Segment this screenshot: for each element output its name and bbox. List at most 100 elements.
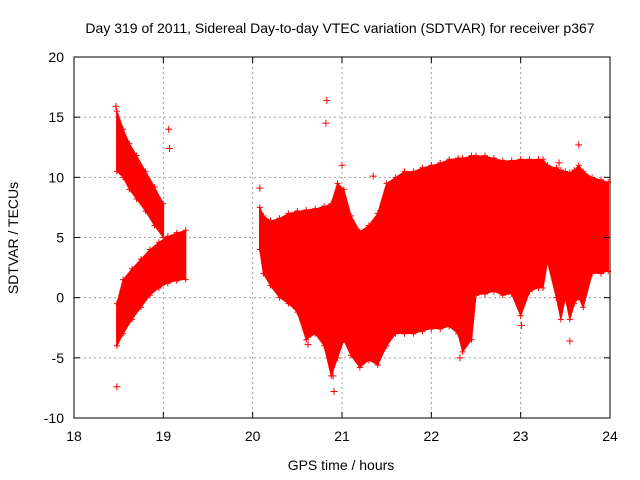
data-point bbox=[553, 294, 560, 301]
data-point bbox=[182, 276, 189, 283]
data-point bbox=[182, 227, 189, 234]
data-point bbox=[459, 348, 466, 355]
data-point bbox=[113, 300, 120, 307]
data-point bbox=[112, 102, 120, 110]
data-point bbox=[566, 169, 573, 176]
data-point bbox=[517, 312, 524, 319]
data-point bbox=[446, 156, 453, 163]
data-point bbox=[126, 186, 133, 193]
x-tick-label: 18 bbox=[66, 428, 82, 444]
data-point bbox=[401, 330, 408, 337]
data-point bbox=[129, 316, 136, 323]
data-point bbox=[566, 316, 573, 323]
x-tick-label: 22 bbox=[424, 428, 440, 444]
data-point bbox=[120, 174, 127, 181]
data-point bbox=[113, 108, 120, 115]
data-point bbox=[120, 330, 127, 337]
data-point bbox=[155, 285, 162, 292]
data-point bbox=[267, 282, 274, 289]
data-point bbox=[589, 174, 596, 181]
data-point bbox=[113, 383, 121, 391]
data-point bbox=[468, 336, 475, 343]
data-point bbox=[113, 168, 120, 175]
axis-ticks: 18 19 20 21 22 23 24 -10 -5 0 5 10 15 20 bbox=[44, 49, 618, 444]
data-point bbox=[113, 342, 120, 349]
data-point bbox=[256, 246, 263, 253]
data-point bbox=[490, 288, 497, 295]
data-point bbox=[321, 203, 328, 210]
data-point bbox=[312, 330, 319, 337]
y-tick-label: 15 bbox=[48, 109, 64, 125]
data-point bbox=[481, 291, 488, 298]
y-axis-label: SDTVAR / TECUs bbox=[5, 182, 21, 294]
data-point bbox=[126, 140, 133, 147]
data-point bbox=[160, 200, 167, 207]
data-point bbox=[356, 228, 363, 235]
data-point bbox=[526, 156, 533, 163]
data-point bbox=[410, 168, 417, 175]
data-point bbox=[459, 155, 466, 162]
data-point bbox=[374, 210, 381, 217]
data-point bbox=[276, 294, 283, 301]
data-point bbox=[598, 176, 605, 183]
data-point bbox=[334, 354, 341, 361]
data-point bbox=[508, 291, 515, 298]
data-point bbox=[146, 246, 153, 253]
data-point bbox=[562, 168, 569, 175]
x-axis-label: GPS time / hours bbox=[288, 457, 395, 473]
chart-title: Day 319 of 2011, Sidereal Day-to-day VTE… bbox=[85, 20, 594, 36]
data-point bbox=[575, 294, 582, 301]
data-point bbox=[383, 180, 390, 187]
data-point bbox=[166, 144, 174, 152]
data-point bbox=[410, 330, 417, 337]
y-tick-label: 0 bbox=[56, 290, 64, 306]
data-point bbox=[138, 256, 144, 263]
data-point bbox=[369, 172, 377, 180]
data-point bbox=[340, 336, 347, 343]
data-point bbox=[133, 152, 140, 159]
data-point bbox=[419, 328, 426, 335]
data-series bbox=[113, 227, 189, 349]
data-point bbox=[256, 204, 263, 211]
data-point bbox=[151, 222, 158, 229]
data-point bbox=[499, 157, 506, 164]
data-point bbox=[499, 292, 506, 299]
data-point bbox=[383, 342, 390, 349]
data-point bbox=[322, 119, 330, 127]
data-point bbox=[580, 304, 587, 311]
data-point bbox=[562, 294, 569, 301]
x-tick-label: 19 bbox=[156, 428, 172, 444]
data-point bbox=[419, 164, 426, 171]
data-point bbox=[285, 300, 292, 307]
data-point bbox=[165, 125, 173, 133]
data-point bbox=[490, 155, 497, 162]
data-point bbox=[120, 126, 127, 133]
data-point bbox=[392, 174, 399, 181]
data-point bbox=[146, 292, 153, 299]
data-point bbox=[338, 161, 346, 169]
data-point bbox=[356, 364, 363, 371]
data-point bbox=[120, 276, 127, 283]
data-point bbox=[455, 330, 462, 337]
data-point bbox=[304, 341, 312, 349]
x-tick-label: 24 bbox=[602, 428, 618, 444]
data-point bbox=[446, 323, 453, 330]
x-tick-label: 23 bbox=[513, 428, 529, 444]
data-point bbox=[553, 164, 560, 171]
data-point bbox=[142, 168, 149, 175]
data-point bbox=[142, 208, 149, 215]
data-point bbox=[155, 239, 162, 246]
data-point bbox=[517, 156, 524, 163]
data-point bbox=[401, 168, 408, 175]
data-point bbox=[544, 258, 551, 265]
data-point bbox=[340, 186, 347, 193]
data-point bbox=[138, 304, 144, 311]
data-point bbox=[481, 152, 488, 159]
data-series bbox=[113, 108, 167, 241]
data-point bbox=[164, 233, 171, 240]
data-point bbox=[267, 217, 274, 224]
data-point bbox=[571, 167, 578, 174]
data-point bbox=[456, 354, 464, 362]
data-point bbox=[571, 300, 578, 307]
data-point bbox=[285, 210, 292, 217]
